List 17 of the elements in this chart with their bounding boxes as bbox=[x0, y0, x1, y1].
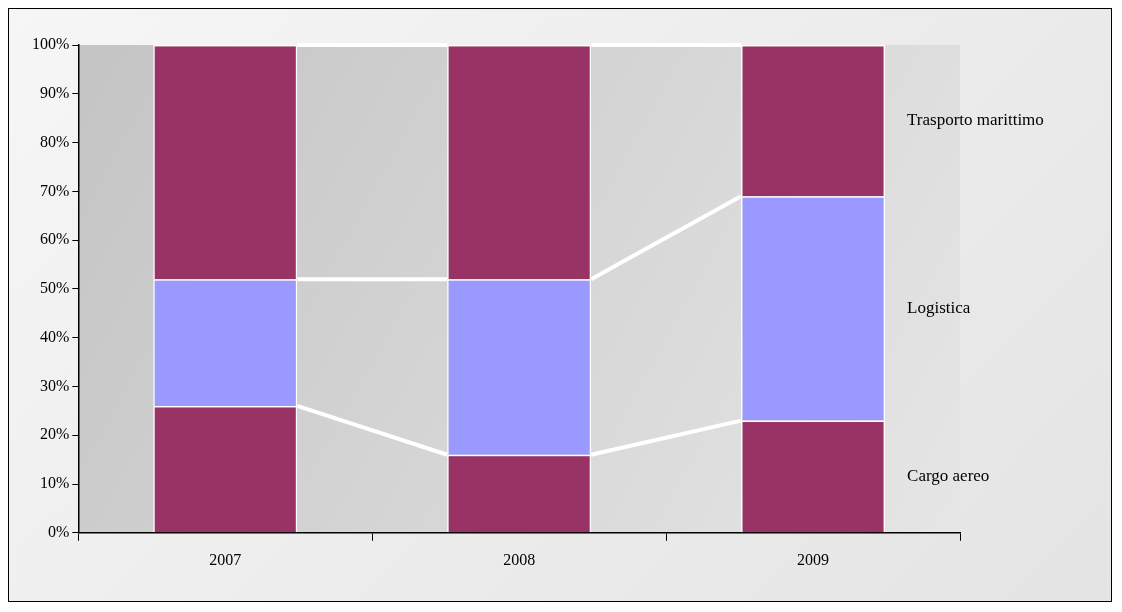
y-tick-label: 0% bbox=[48, 523, 70, 540]
x-tick-label: 2008 bbox=[503, 550, 536, 568]
y-tick-label: 20% bbox=[40, 425, 70, 443]
y-tick-label: 50% bbox=[40, 279, 70, 297]
y-tick-label: 70% bbox=[40, 181, 70, 199]
series-label: Cargo aereo bbox=[907, 465, 990, 485]
x-tick-label: 2007 bbox=[209, 550, 242, 568]
x-tick-label: 2009 bbox=[797, 550, 830, 568]
y-tick-label: 90% bbox=[40, 83, 70, 101]
series-label: Trasporto marittimo bbox=[907, 110, 1044, 130]
series-label: Logistica bbox=[907, 297, 971, 317]
y-tick-label: 80% bbox=[40, 132, 70, 150]
y-tick-label: 40% bbox=[40, 327, 70, 345]
y-tick-label: 30% bbox=[40, 376, 70, 394]
y-tick-label: 10% bbox=[40, 474, 70, 492]
y-tick-label: 100% bbox=[32, 35, 70, 53]
y-tick-label: 60% bbox=[40, 230, 70, 248]
